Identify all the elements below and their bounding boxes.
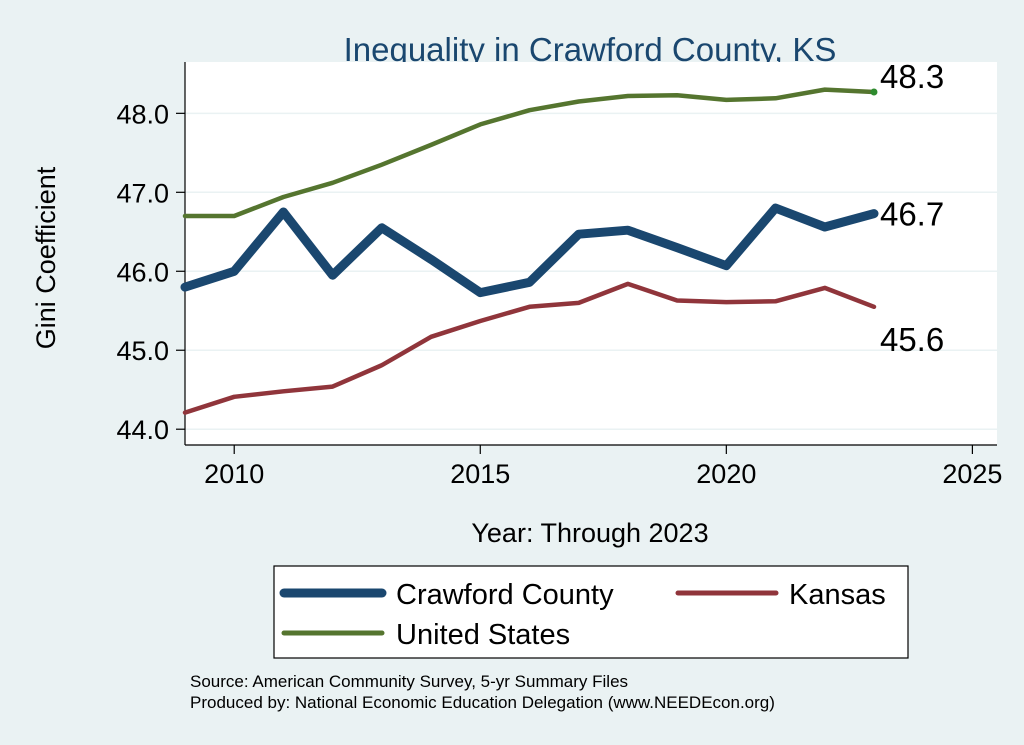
legend-label-kansas: Kansas [789, 579, 886, 611]
x-tick-label: 2025 [942, 459, 1002, 489]
series-line-united-states [182, 87, 877, 219]
x-tick-label: 2010 [204, 459, 264, 489]
y-axis-label: Gini Coefficient [31, 166, 61, 349]
y-tick-label: 47.0 [116, 178, 169, 208]
end-label-kansas: 45.6 [880, 321, 944, 358]
x-tick-label: 2015 [450, 459, 510, 489]
source-note: Source: American Community Survey, 5-yr … [190, 672, 628, 691]
end-labels: 46.7 45.6 48.3 [870, 58, 944, 358]
legend-label-crawford: Crawford County [396, 579, 614, 611]
legend-box [273, 565, 909, 659]
legend-label-us: United States [396, 619, 570, 651]
grid-lines [185, 112, 997, 430]
chart-title: Inequality in Crawford County, KS [344, 31, 837, 68]
end-label-united-states: 48.3 [880, 58, 944, 95]
series-line-crawford-county [180, 203, 879, 298]
end-marker-united-states [870, 88, 878, 96]
legend: Crawford County Kansas United States [273, 565, 909, 659]
y-tick-label: 46.0 [116, 257, 169, 287]
x-axis-ticks: 2010 2015 2020 2025 [204, 445, 1002, 489]
x-tick-label: 2020 [696, 459, 756, 489]
x-axis-label: Year: Through 2023 [471, 518, 708, 548]
y-tick-label: 45.0 [116, 336, 169, 366]
series-line-kansas [182, 281, 877, 415]
end-label-crawford-county: 46.7 [880, 196, 944, 233]
producer-note: Produced by: National Economic Education… [190, 693, 775, 712]
y-tick-label: 48.0 [116, 99, 169, 129]
y-axis-ticks: 44.0 45.0 46.0 47.0 48.0 [116, 99, 185, 445]
series-lines [180, 87, 879, 415]
y-tick-label: 44.0 [116, 415, 169, 445]
